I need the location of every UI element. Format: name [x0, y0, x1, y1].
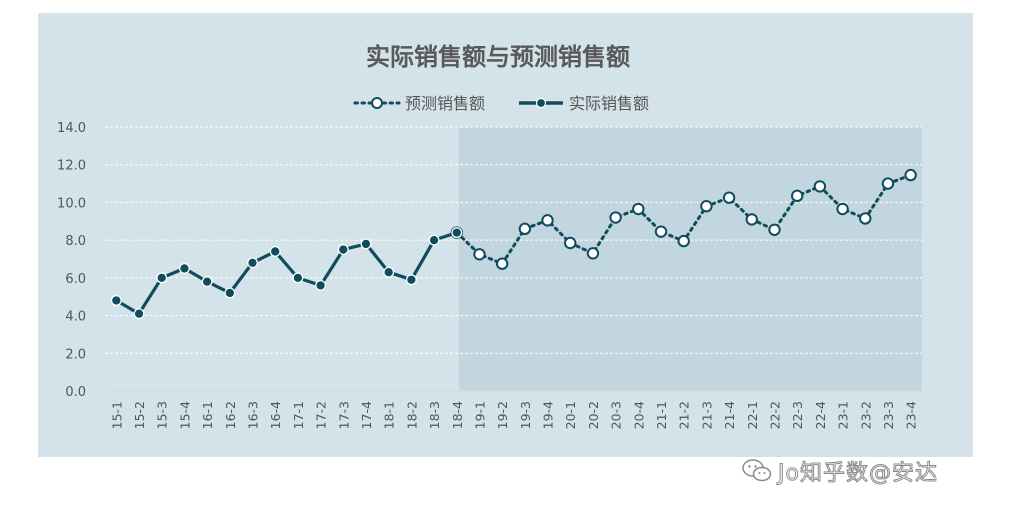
watermark: Jo知乎数@安达 — [742, 455, 938, 487]
x-tick-label: 20-2 — [586, 401, 601, 429]
y-tick-label: 12.0 — [57, 159, 86, 174]
forecast-point — [745, 213, 758, 226]
x-tick-label: 22-4 — [813, 401, 828, 429]
x-tick-label: 21-1 — [654, 401, 669, 429]
x-tick-label: 16-4 — [268, 401, 283, 429]
chart-title: 实际销售额与预测销售额 — [366, 43, 630, 71]
legend-forecast-label: 预测销售额 — [405, 94, 485, 113]
x-tick-label: 17-4 — [359, 401, 374, 429]
forecast-point — [609, 211, 622, 224]
x-tick-label: 23-3 — [881, 401, 896, 429]
x-tick-label: 22-2 — [767, 401, 782, 429]
actual-point — [224, 287, 236, 299]
y-tick-label: 14.0 — [57, 121, 86, 136]
forecast-shade-region — [459, 127, 922, 391]
x-tick-label: 18-4 — [450, 401, 465, 429]
forecast-point — [495, 257, 509, 270]
x-tick-label: 18-2 — [404, 401, 419, 429]
legend-item-forecast: 预测销售额 — [353, 94, 485, 113]
forecast-point — [790, 189, 804, 203]
legend: 预测销售额 实际销售额 — [353, 94, 649, 113]
x-tick-label: 19-1 — [472, 401, 487, 429]
forecast-point — [722, 191, 736, 204]
series-line-1 — [115, 231, 458, 316]
x-tick-label: 19-4 — [541, 401, 556, 429]
x-tick-label: 19-3 — [518, 401, 533, 429]
x-tick-label: 22-1 — [745, 401, 760, 429]
forecast-point — [700, 200, 713, 213]
forecast-point — [586, 247, 600, 260]
x-tick-label: 16-1 — [200, 401, 215, 429]
x-tick-label: 21-3 — [699, 401, 714, 429]
actual-point — [110, 295, 122, 306]
actual-point — [405, 274, 417, 286]
x-tick-label: 21-4 — [722, 401, 737, 429]
forecast-point — [859, 212, 872, 225]
x-tick-label: 23-2 — [858, 401, 873, 429]
x-axis-tick-labels: 15-1 15-2 15-3 15-4 16-1 16-2 16-3 16-4 17-1 17-2… — [109, 401, 918, 429]
x-tick-label: 16-3 — [246, 401, 261, 429]
y-tick-label: 10.0 — [57, 196, 86, 211]
actual-point — [247, 257, 258, 269]
legend-forecast-swatch-marker — [371, 97, 383, 109]
x-tick-label: 15-3 — [155, 401, 170, 429]
x-tick-label: 23-1 — [836, 401, 851, 429]
x-tick-label: 15-2 — [132, 401, 147, 429]
x-tick-label: 17-3 — [336, 401, 351, 429]
forecast-point — [813, 180, 827, 193]
y-axis-tick-labels: 0.0 2.0 4.0 6.0 8.0 10.0 12.0 14.0 — [57, 121, 86, 400]
forecast-point — [836, 202, 849, 216]
forecast-point — [632, 202, 645, 216]
x-tick-label: 17-1 — [291, 401, 306, 429]
x-tick-label: 15-4 — [177, 401, 192, 429]
x-tick-label: 18-1 — [382, 401, 397, 429]
x-tick-label: 22-3 — [790, 401, 805, 429]
actual-point — [383, 266, 395, 278]
actual-point — [133, 308, 145, 320]
x-tick-label: 15-1 — [109, 401, 124, 429]
y-tick-label: 8.0 — [65, 234, 86, 249]
forecast-point — [654, 225, 668, 238]
x-tick-label: 21-2 — [677, 401, 692, 429]
y-tick-label: 6.0 — [65, 272, 86, 287]
forecast-point — [564, 236, 577, 250]
x-tick-label: 23-4 — [904, 401, 919, 429]
legend-actual-swatch-marker — [535, 97, 547, 109]
actual-point — [337, 244, 349, 256]
legend-actual-label: 实际销售额 — [569, 94, 649, 113]
y-tick-label: 2.0 — [65, 347, 86, 362]
actual-point — [315, 279, 327, 291]
actual-point — [156, 272, 168, 284]
wechat-icon — [742, 459, 772, 482]
forecast-point — [473, 248, 486, 261]
x-tick-label: 20-1 — [563, 401, 578, 429]
actual-point — [360, 238, 372, 250]
forecast-point — [904, 168, 917, 182]
forecast-point — [518, 222, 532, 236]
x-tick-label: 18-3 — [427, 401, 442, 429]
actual-point — [428, 234, 440, 246]
actual-point — [269, 246, 281, 257]
x-tick-label: 20-4 — [631, 401, 646, 429]
actual-point — [201, 276, 213, 288]
x-tick-label: 20-3 — [609, 401, 624, 429]
x-tick-label: 17-2 — [314, 401, 329, 429]
forecast-point — [881, 177, 895, 190]
x-tick-label: 16-2 — [223, 401, 238, 429]
forecast-point — [768, 223, 781, 236]
legend-item-actual: 实际销售额 — [519, 94, 649, 113]
x-tick-label: 19-2 — [495, 401, 510, 429]
forecast-point — [541, 214, 554, 227]
actual-point — [292, 272, 304, 284]
series-layer — [110, 168, 917, 320]
watermark-text: Jo知乎数@安达 — [778, 461, 938, 487]
y-tick-label: 0.0 — [65, 385, 86, 400]
forecast-point — [677, 234, 690, 248]
actual-point — [178, 262, 190, 274]
y-tick-label: 4.0 — [65, 310, 86, 325]
actual-point — [451, 227, 463, 239]
